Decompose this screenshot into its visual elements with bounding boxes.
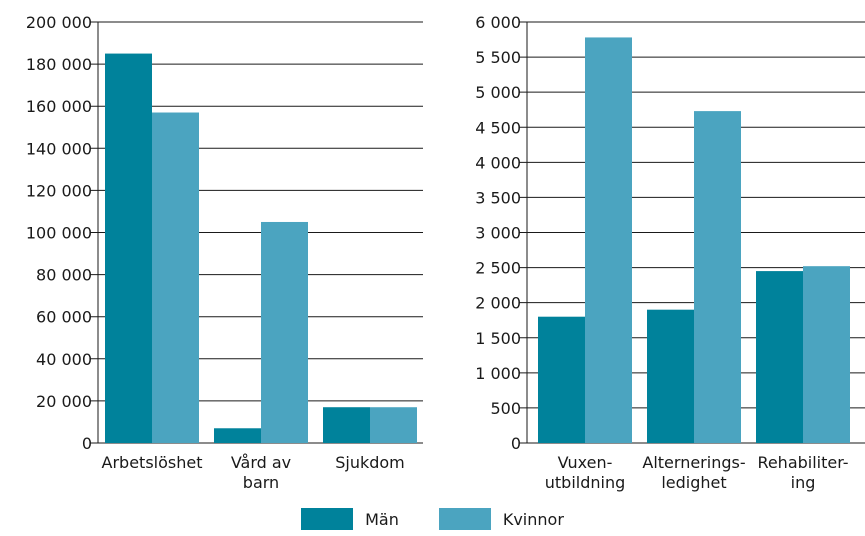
chart2-category-label: Alternerings-ledighet (642, 453, 745, 492)
chart1-bar-man (214, 428, 261, 443)
chart2-ytick-label: 3 500 (475, 188, 521, 207)
chart2-ytick-label: 6 000 (475, 13, 521, 32)
chart1-ytick-label: 160 000 (26, 97, 92, 116)
chart2-ytick-label: 2 500 (475, 259, 521, 278)
chart2-ytick-label: 2 000 (475, 294, 521, 313)
chart1-ytick-label: 200 000 (26, 13, 92, 32)
chart1-ytick-label: 80 000 (36, 266, 92, 285)
chart2-bar-woman (694, 111, 741, 443)
chart2-bar-man (647, 309, 694, 443)
legend-swatch-man (301, 508, 354, 530)
chart1-ytick-label: 100 000 (26, 224, 92, 243)
chart2-bar-man (538, 316, 585, 443)
legend-item-woman: Kvinnor (438, 508, 564, 530)
chart1-ytick-label: 60 000 (36, 308, 92, 327)
legend: Män Kvinnor (0, 508, 865, 530)
chart2-ytick-label: 4 500 (475, 118, 521, 137)
chart1-category-label: Vård av barn (231, 453, 291, 492)
legend-label-man: Män (365, 509, 399, 529)
chart2-ytick-label: 4 000 (475, 153, 521, 172)
chart2-bar-man (756, 271, 803, 443)
chart2-bar-woman (585, 37, 632, 443)
legend-item-man: Män (301, 508, 399, 530)
chart1-bar-woman (261, 221, 308, 443)
chart1-ytick-label: 0 (82, 434, 92, 453)
chart1-bar-woman (152, 112, 199, 443)
legend-label-woman: Kvinnor (502, 509, 564, 529)
chart1-ytick-label: 140 000 (26, 139, 92, 158)
chart2-category-label: Vuxen-utbildning (545, 453, 626, 492)
chart2-ytick-label: 5 000 (475, 83, 521, 102)
chart1-ytick-label: 180 000 (26, 55, 92, 74)
chart1-ytick-label: 20 000 (36, 392, 92, 411)
chart1-category-label: Sjukdom (335, 453, 405, 472)
chart1-bar-woman (370, 407, 417, 443)
legend-swatch-woman (438, 508, 491, 530)
chart1-bar-man (105, 53, 152, 443)
chart2-ytick-label: 5 500 (475, 48, 521, 67)
chart2-ytick-label: 1 500 (475, 329, 521, 348)
chart2-ytick-label: 1 000 (475, 364, 521, 383)
chart1-category-label: Arbetslöshet (102, 453, 203, 472)
charts-svg: 0 20 000 40 000 60 000 80 000 100 000 120 000 1… (26, 13, 865, 492)
chart2-ytick-label: 500 (490, 399, 521, 418)
chart2-category-label: Rehabiliter-ing (757, 453, 848, 492)
chart1-bar-man (323, 407, 370, 443)
chart1-ytick-label: 40 000 (36, 350, 92, 369)
chart2-ytick-label: 0 (511, 434, 521, 453)
chart2-bar-woman (803, 266, 850, 443)
chart2-ytick-label: 3 000 (475, 224, 521, 243)
chart1-ytick-label: 120 000 (26, 181, 92, 200)
